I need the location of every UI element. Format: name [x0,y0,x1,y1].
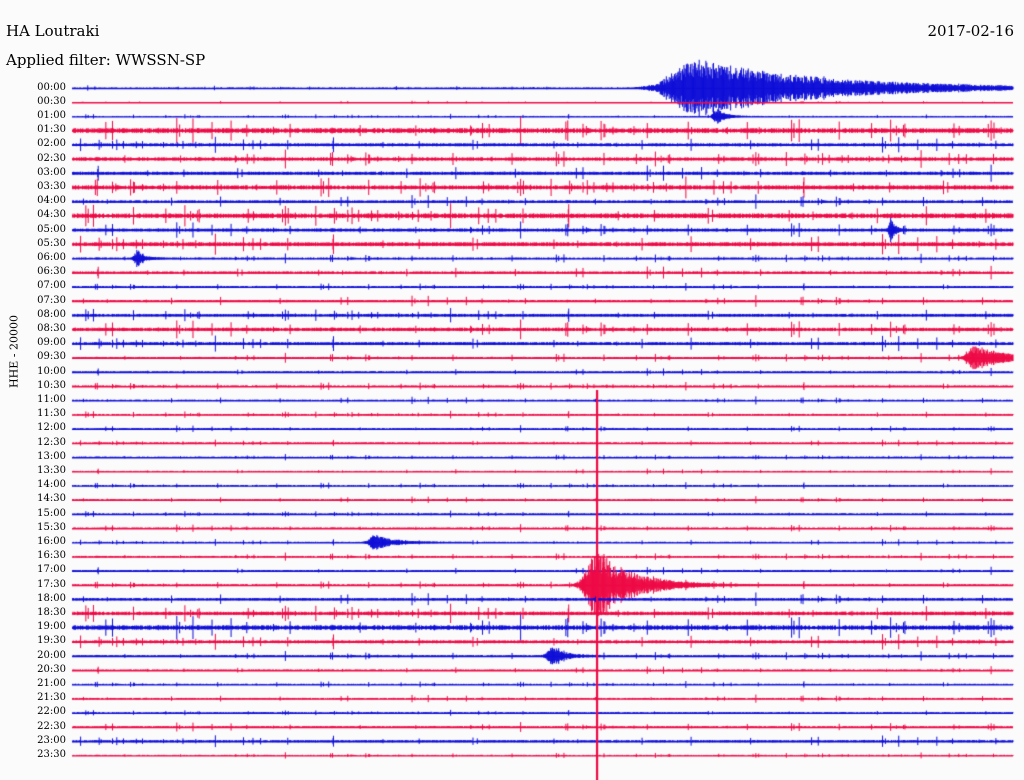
time-label: 11:30 [37,408,66,420]
time-label: 06:00 [37,251,66,263]
time-label: 00:00 [37,81,66,93]
time-label: 14:30 [37,493,66,505]
time-label: 15:30 [37,521,66,533]
time-label: 02:30 [37,152,66,164]
time-label: 13:00 [37,450,66,462]
time-label: 08:00 [37,308,66,320]
time-label: 04:30 [37,209,66,221]
time-label: 07:30 [37,294,66,306]
time-label: 12:30 [37,436,66,448]
time-label: 20:00 [37,649,66,661]
time-label: 01:30 [37,124,66,136]
time-label: 01:00 [37,109,66,121]
time-label: 03:00 [37,166,66,178]
time-label: 19:30 [37,635,66,647]
time-label: 20:30 [37,663,66,675]
time-label: 19:00 [37,621,66,633]
time-label: 17:00 [37,564,66,576]
time-label: 16:00 [37,535,66,547]
time-label: 00:30 [37,95,66,107]
time-label: 02:00 [37,138,66,150]
time-label: 16:30 [37,550,66,562]
time-label: 11:00 [37,393,66,405]
station-name: HA Loutraki [6,22,100,40]
time-label: 23:30 [37,748,66,760]
time-label: 22:30 [37,720,66,732]
applied-filter-label: Applied filter: WWSSN-SP [6,51,206,69]
time-label: 18:00 [37,592,66,604]
time-label: 04:00 [37,195,66,207]
time-label: 14:00 [37,479,66,491]
time-label: 05:30 [37,237,66,249]
record-date: 2017-02-16 [927,22,1014,40]
time-label: 23:00 [37,734,66,746]
time-label: 10:30 [37,379,66,391]
time-label: 22:00 [37,706,66,718]
time-label: 18:30 [37,606,66,618]
time-label: 03:30 [37,180,66,192]
time-label: 07:00 [37,280,66,292]
time-label: 21:30 [37,692,66,704]
time-label: 17:30 [37,578,66,590]
time-label: 13:30 [37,464,66,476]
time-label: 08:30 [37,322,66,334]
time-label: 09:30 [37,351,66,363]
time-label: 10:00 [37,365,66,377]
time-label: 12:00 [37,422,66,434]
time-label: 09:00 [37,337,66,349]
time-label: 05:00 [37,223,66,235]
time-label: 21:00 [37,677,66,689]
time-label: 15:00 [37,507,66,519]
time-label: 06:30 [37,266,66,278]
time-axis-labels: 00:00 00:30 01:00 01:30 02:00 02:30 03:00 03:30… [0,0,66,780]
